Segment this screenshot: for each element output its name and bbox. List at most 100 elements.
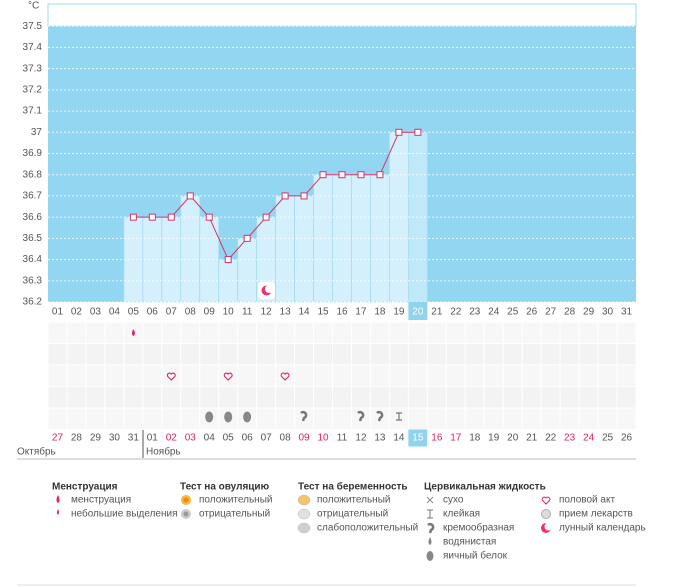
y-tick-label: 36.4 bbox=[23, 254, 43, 265]
point bbox=[167, 213, 175, 221]
y-tick-label: 36.2 bbox=[23, 297, 43, 308]
date-cell bbox=[48, 429, 67, 447]
bar bbox=[237, 237, 258, 303]
grid-cell bbox=[426, 386, 447, 409]
grid-cell bbox=[275, 386, 296, 409]
grid-cell bbox=[559, 321, 580, 344]
date-cell bbox=[180, 429, 200, 447]
legend-item: отрицательный bbox=[317, 509, 388, 520]
grid-cell bbox=[256, 386, 277, 409]
grid-cell bbox=[85, 343, 106, 366]
grid-cell bbox=[407, 364, 428, 387]
grid-cell bbox=[445, 364, 466, 387]
date-label: 21 bbox=[526, 433, 538, 444]
grid-cell bbox=[199, 386, 220, 409]
grid-cell bbox=[597, 386, 618, 409]
x-tick-label: 12 bbox=[261, 307, 273, 318]
grid-cell bbox=[199, 343, 220, 366]
grid-cell bbox=[161, 343, 182, 366]
x-tick-label: 23 bbox=[469, 307, 481, 318]
legend-icon-part bbox=[544, 522, 553, 531]
grid-cell bbox=[66, 343, 87, 366]
grid-cell bbox=[483, 343, 504, 366]
date-cell bbox=[161, 429, 181, 447]
point bbox=[186, 192, 194, 200]
date-label: 17 bbox=[450, 433, 462, 444]
legend-item: прием лекарств bbox=[559, 509, 633, 520]
grid-cell bbox=[332, 321, 352, 344]
legend-item: клейкая bbox=[443, 509, 480, 520]
grid-cell bbox=[256, 364, 277, 387]
x-tick-label: 04 bbox=[109, 307, 121, 318]
grid-cell bbox=[616, 407, 637, 430]
grid-cell bbox=[47, 386, 68, 409]
legend-icon-part bbox=[57, 509, 59, 515]
grid-cell bbox=[464, 386, 485, 409]
bar bbox=[180, 195, 201, 303]
legend-icon bbox=[297, 508, 311, 520]
legend-item: отрицательный bbox=[199, 509, 270, 520]
grid-cell bbox=[388, 321, 409, 344]
grid-cell bbox=[521, 321, 542, 344]
date-cell bbox=[389, 429, 409, 447]
x-tick-label: 07 bbox=[166, 307, 178, 318]
date-label: 22 bbox=[545, 433, 557, 444]
y-tick-label: 37.5 bbox=[23, 21, 43, 32]
legend-icon-part bbox=[541, 509, 551, 519]
date-label: 30 bbox=[109, 433, 121, 444]
date-cell bbox=[617, 429, 636, 447]
legend-title: Цервикальная жидкость bbox=[424, 482, 546, 493]
grid-cell bbox=[332, 407, 352, 430]
date-label: 16 bbox=[431, 433, 443, 444]
legend-item: небольшие выделения bbox=[71, 508, 178, 520]
grid-cell bbox=[294, 364, 315, 387]
grid-cell bbox=[445, 386, 466, 409]
legend-icon-part bbox=[297, 522, 311, 534]
x-tick-label: 14 bbox=[299, 307, 311, 318]
grid-cell bbox=[123, 343, 144, 366]
grid-cell bbox=[180, 386, 201, 409]
y-tick-label: 37.1 bbox=[23, 106, 43, 117]
grid-cell bbox=[123, 364, 144, 387]
grid-cell bbox=[483, 386, 504, 409]
grid-cell bbox=[237, 364, 258, 387]
grid-cell bbox=[578, 343, 599, 366]
point bbox=[262, 213, 270, 221]
legend-icon bbox=[428, 537, 432, 545]
date-cell bbox=[579, 429, 599, 447]
x-tick-label: 22 bbox=[450, 307, 462, 318]
date-cell bbox=[142, 429, 162, 447]
legend-title: Менструация bbox=[52, 482, 118, 493]
x-tick-label: 10 bbox=[223, 307, 235, 318]
legend-icon bbox=[541, 509, 551, 519]
legend-item: менструация bbox=[71, 495, 131, 506]
today-cell bbox=[408, 302, 428, 320]
grid-cell bbox=[616, 321, 637, 344]
grid-cell bbox=[332, 343, 352, 366]
legend-item: водянистая bbox=[443, 537, 496, 548]
grid-cell bbox=[578, 386, 599, 409]
grid-cell bbox=[464, 343, 485, 366]
date-label: 29 bbox=[90, 433, 102, 444]
grid-cell bbox=[521, 364, 542, 387]
legend-icon bbox=[56, 495, 60, 503]
x-tick-label: 05 bbox=[128, 307, 140, 318]
x-tick-label: 02 bbox=[71, 307, 83, 318]
legend-icon-part bbox=[56, 495, 60, 503]
grid-cell bbox=[578, 321, 599, 344]
y-tick-label: 37.4 bbox=[23, 42, 43, 53]
grid-cell bbox=[313, 343, 334, 366]
grid-cell bbox=[275, 321, 296, 344]
date-label: 09 bbox=[299, 433, 311, 444]
grid-cell bbox=[275, 407, 296, 430]
grid-cell bbox=[426, 407, 447, 430]
date-cell bbox=[85, 429, 105, 447]
grid-cell bbox=[540, 343, 561, 366]
point bbox=[224, 256, 232, 264]
grid-cell bbox=[237, 343, 258, 366]
month-label: Ноябрь bbox=[146, 446, 181, 458]
date-cell bbox=[275, 429, 295, 447]
legend-icon-part bbox=[297, 508, 311, 520]
grid-cell bbox=[332, 386, 352, 409]
x-tick-label: 03 bbox=[90, 307, 102, 318]
